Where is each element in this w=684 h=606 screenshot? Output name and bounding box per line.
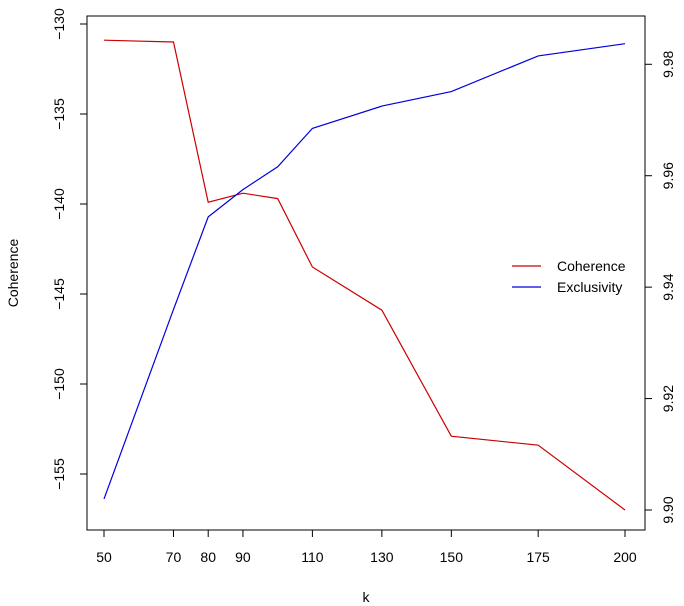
- y-axis-right: 9.90 9.92 9.94 9.96 9.98: [644, 50, 676, 524]
- x-tick-label: 175: [526, 549, 550, 565]
- y-right-tick-label: 9.90: [660, 496, 676, 523]
- x-tick-label: 130: [370, 549, 394, 565]
- y-left-tick-label: −135: [51, 98, 67, 130]
- y-left-tick-label: −145: [51, 278, 67, 310]
- y-right-tick-label: 9.96: [660, 162, 676, 189]
- x-tick-label: 110: [301, 549, 324, 565]
- x-tick-label: 80: [200, 549, 216, 565]
- y-axis-label: Coherence: [5, 239, 21, 308]
- x-tick-label: 50: [96, 549, 112, 565]
- y-right-tick-label: 9.98: [660, 50, 676, 77]
- series-line-coherence: [103, 39, 626, 511]
- x-tick-label: 90: [235, 549, 251, 565]
- y-left-tick-label: −140: [51, 188, 67, 220]
- x-axis-label: k: [363, 589, 371, 605]
- x-axis: 50 70 80 90 110 130 150 175 200: [96, 529, 637, 565]
- y-left-tick-label: −155: [51, 458, 67, 490]
- x-tick-label: 70: [166, 549, 182, 565]
- legend: Coherence Exclusivity: [512, 258, 626, 295]
- series-layer: [103, 39, 626, 511]
- x-tick-label: 200: [613, 549, 637, 565]
- y-right-tick-label: 9.94: [660, 273, 676, 300]
- y-right-tick-label: 9.92: [660, 385, 676, 412]
- legend-label-exclusivity: Exclusivity: [557, 279, 622, 295]
- y-left-tick-label: −150: [51, 368, 67, 400]
- series-line-exclusivity: [103, 43, 626, 500]
- y-axis-left: −155 −150 −145 −140 −135 −130: [51, 8, 88, 490]
- x-tick-label: 150: [440, 549, 464, 565]
- y-left-tick-label: −130: [51, 8, 67, 40]
- legend-label-coherence: Coherence: [557, 258, 626, 274]
